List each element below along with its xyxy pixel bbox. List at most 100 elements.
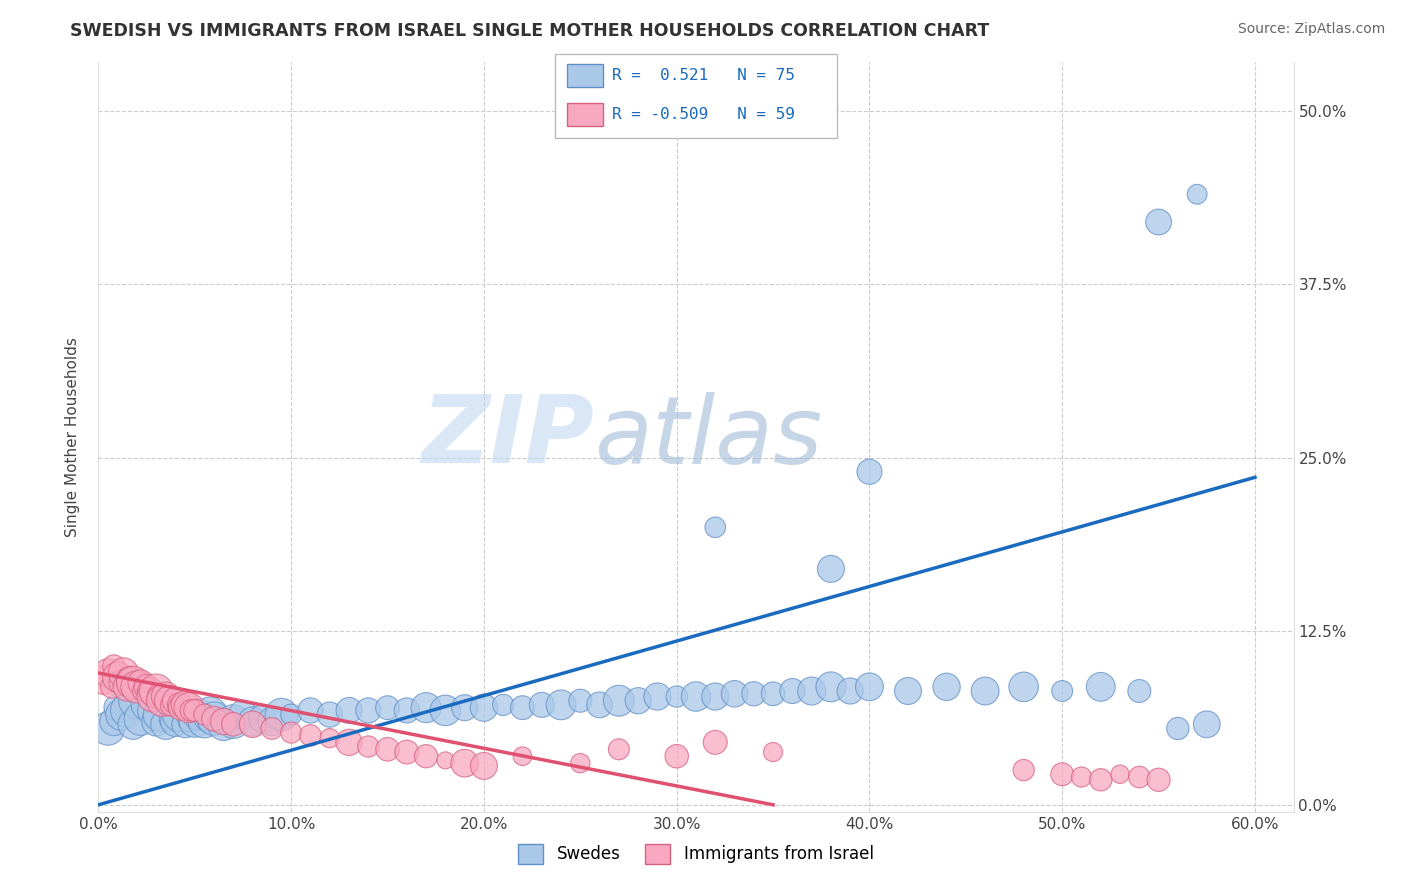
Point [1012,680,1035,694]
Point [139,684,162,698]
Point [800,684,823,698]
Point [135,698,157,712]
Point [260,714,283,729]
Point [103,714,125,729]
Point [155,690,177,704]
Legend: Swedes, Immigrants from Israel: Swedes, Immigrants from Israel [512,838,880,871]
Point [242,717,264,731]
Point [202,712,225,726]
Point [742,687,765,701]
Point [155,717,177,731]
Point [665,749,688,764]
FancyBboxPatch shape [567,103,603,127]
Point [685,690,707,704]
Point [415,700,437,714]
Point [647,690,669,704]
Point [169,698,191,712]
Point [512,749,534,764]
Point [101,680,124,694]
Point [1109,767,1132,781]
Point [627,694,650,708]
Point [319,731,342,746]
Point [453,700,475,714]
Point [723,687,745,701]
Point [122,717,145,731]
Point [160,698,183,712]
Point [512,700,534,714]
Point [704,520,727,534]
Point [550,698,572,712]
Point [1050,684,1073,698]
Point [93,673,115,687]
Point [184,703,207,717]
Point [200,707,222,722]
Point [165,714,187,729]
Point [704,690,727,704]
Point [212,714,235,729]
Point [1090,680,1112,694]
Point [782,684,804,698]
Point [607,742,630,756]
Point [858,465,880,479]
Point [299,728,322,742]
Point [415,749,437,764]
Point [165,694,187,708]
Point [117,680,139,694]
Y-axis label: Single Mother Households: Single Mother Households [65,337,80,537]
FancyBboxPatch shape [555,54,837,138]
Point [222,717,245,731]
Point [1128,770,1150,784]
Point [110,707,132,722]
Point [492,698,515,712]
Point [110,675,132,690]
Point [357,703,380,717]
Point [897,684,920,698]
Point [607,694,630,708]
Point [1128,684,1150,698]
Point [434,753,457,767]
Point [232,707,254,722]
Point [125,680,148,694]
Point [472,700,495,714]
Point [129,675,152,690]
Point [1050,767,1073,781]
Point [117,703,139,717]
Point [1167,722,1189,736]
Point [252,712,274,726]
Point [820,680,842,694]
Point [160,712,183,726]
Point [453,756,475,771]
Point [170,700,193,714]
Point [187,707,209,722]
Point [193,714,215,729]
Point [270,707,292,722]
Point [260,722,283,736]
Point [665,690,688,704]
Point [569,694,592,708]
Point [145,714,167,729]
Point [1147,772,1170,787]
Point [1070,770,1092,784]
Text: R =  0.521   N = 75: R = 0.521 N = 75 [612,68,794,83]
Point [839,684,862,698]
Point [149,690,172,704]
Point [935,680,957,694]
Point [129,712,152,726]
Text: atlas: atlas [595,392,823,483]
Point [319,707,342,722]
Point [337,703,360,717]
Point [569,756,592,771]
Point [434,703,457,717]
Point [177,700,200,714]
Point [180,712,202,726]
Point [184,714,207,729]
Point [377,742,399,756]
Point [1147,215,1170,229]
Point [377,700,399,714]
Point [149,707,172,722]
Point [357,739,380,754]
Point [141,703,163,717]
Point [820,562,842,576]
Point [107,670,129,684]
Text: SWEDISH VS IMMIGRANTS FROM ISRAEL SINGLE MOTHER HOUSEHOLDS CORRELATION CHART: SWEDISH VS IMMIGRANTS FROM ISRAEL SINGLE… [70,22,990,40]
